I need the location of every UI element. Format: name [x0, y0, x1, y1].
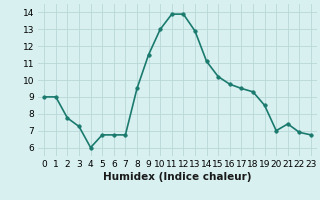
- X-axis label: Humidex (Indice chaleur): Humidex (Indice chaleur): [103, 172, 252, 182]
